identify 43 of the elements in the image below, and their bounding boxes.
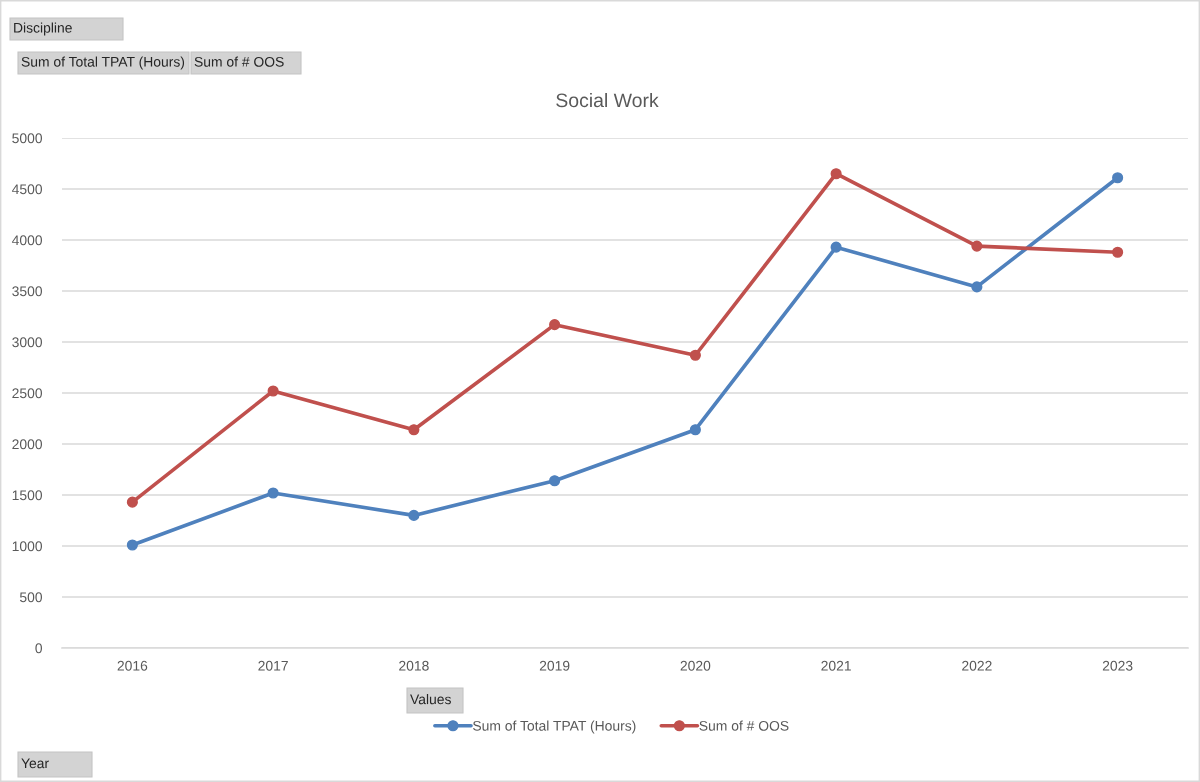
point: [408, 509, 420, 521]
y-tick-label: 3000: [12, 337, 43, 348]
point: [126, 496, 138, 508]
text: Sum of # OOS: [194, 56, 284, 67]
text: Values: [410, 694, 451, 705]
point: [549, 475, 561, 487]
point: [689, 424, 701, 436]
point: [830, 241, 842, 253]
point: [971, 281, 983, 293]
text: Sum of Total TPAT (Hours): [21, 56, 185, 70]
point: [408, 424, 420, 436]
x-tick-label: 2020: [680, 660, 711, 671]
text: Year: [21, 758, 49, 769]
y-tick-label: 3500: [12, 286, 43, 297]
point: [549, 319, 561, 331]
y-tick-label: 5000: [12, 133, 43, 144]
x-tick-label: 2019: [539, 660, 570, 671]
x-tick-label: 2022: [962, 660, 992, 671]
x-tick-label: 2018: [399, 660, 429, 671]
point: [830, 168, 842, 180]
text: Discipline: [14, 22, 72, 36]
y-tick-label: 1500: [12, 490, 43, 501]
point: [126, 539, 138, 551]
x-tick-label: 2016: [117, 660, 148, 671]
legend-label: Sum of # OOS: [699, 720, 789, 731]
point: [689, 349, 701, 361]
point: [267, 487, 279, 499]
y-tick-label: 4000: [11, 235, 43, 246]
point: [267, 385, 279, 397]
y-tick-label: 2000: [12, 439, 43, 450]
point: [1112, 246, 1124, 258]
y-tick-label: 4500: [11, 184, 43, 195]
x-tick-label: 2023: [1102, 660, 1133, 671]
chart-title: Social Work: [556, 92, 659, 108]
y-tick-label: 500: [19, 592, 43, 603]
point: [1112, 172, 1124, 184]
y-tick-label: 0: [35, 643, 43, 654]
y-tick-label: 1000: [12, 541, 43, 552]
x-tick-label: 2017: [258, 660, 288, 671]
legend-label: Sum of Total TPAT (Hours): [473, 720, 636, 734]
x-tick-label: 2021: [821, 660, 851, 671]
y-tick-label: 2500: [12, 388, 43, 399]
point: [971, 240, 983, 252]
